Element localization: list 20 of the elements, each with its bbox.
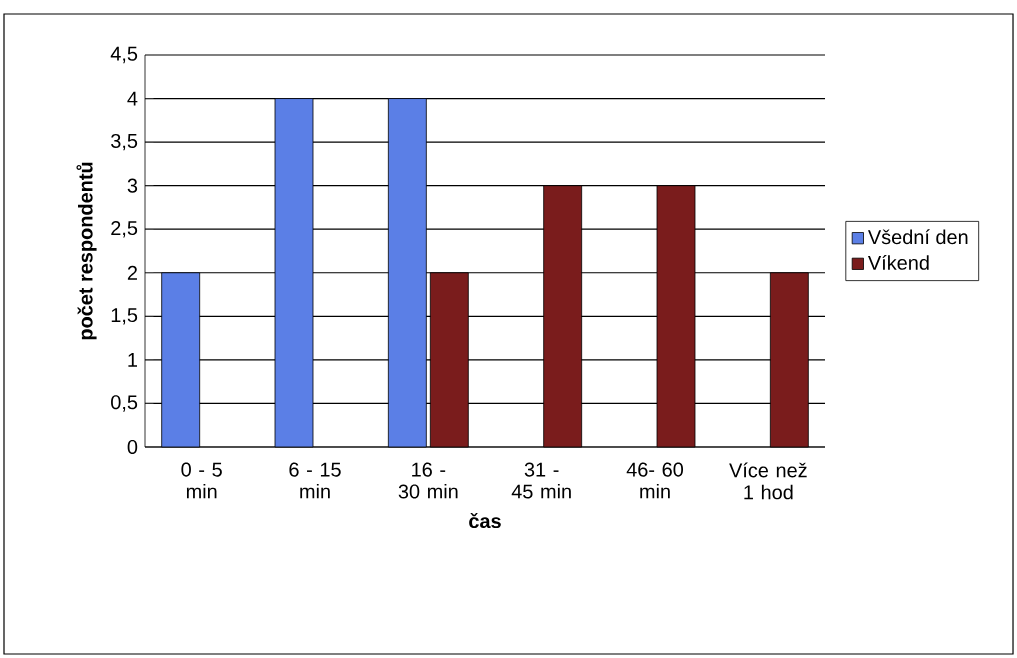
- legend-label: Víkend: [867, 254, 929, 270]
- y-axis-title: počet respondentů: [76, 162, 97, 340]
- y-tick-label: 4: [127, 91, 138, 106]
- x-tick-label: Více než 1 hod: [729, 462, 807, 500]
- y-tick-label: 3: [127, 178, 138, 193]
- y-tick-label: 0: [127, 439, 138, 455]
- legend-label: Všední den: [867, 229, 968, 245]
- y-tick-label: 2: [127, 265, 137, 280]
- x-tick-label: 31 - 45 min: [511, 462, 571, 499]
- x-axis-title: čas: [469, 513, 501, 529]
- y-tick-label: 0,5: [111, 395, 138, 412]
- y-tick-label: 3,5: [111, 133, 138, 151]
- y-tick-label: 4,5: [110, 46, 138, 64]
- y-tick-label: 2,5: [111, 221, 138, 238]
- x-tick-label: 16 - 30 min: [398, 462, 458, 499]
- y-tick-label: 1: [128, 353, 138, 367]
- y-tick-label: 1,5: [111, 308, 138, 325]
- x-tick-label: 6 - 15 min: [289, 462, 341, 499]
- x-tick-label: 0 - 5 min: [181, 462, 222, 499]
- x-tick-label: 46- 60 min: [626, 462, 684, 499]
